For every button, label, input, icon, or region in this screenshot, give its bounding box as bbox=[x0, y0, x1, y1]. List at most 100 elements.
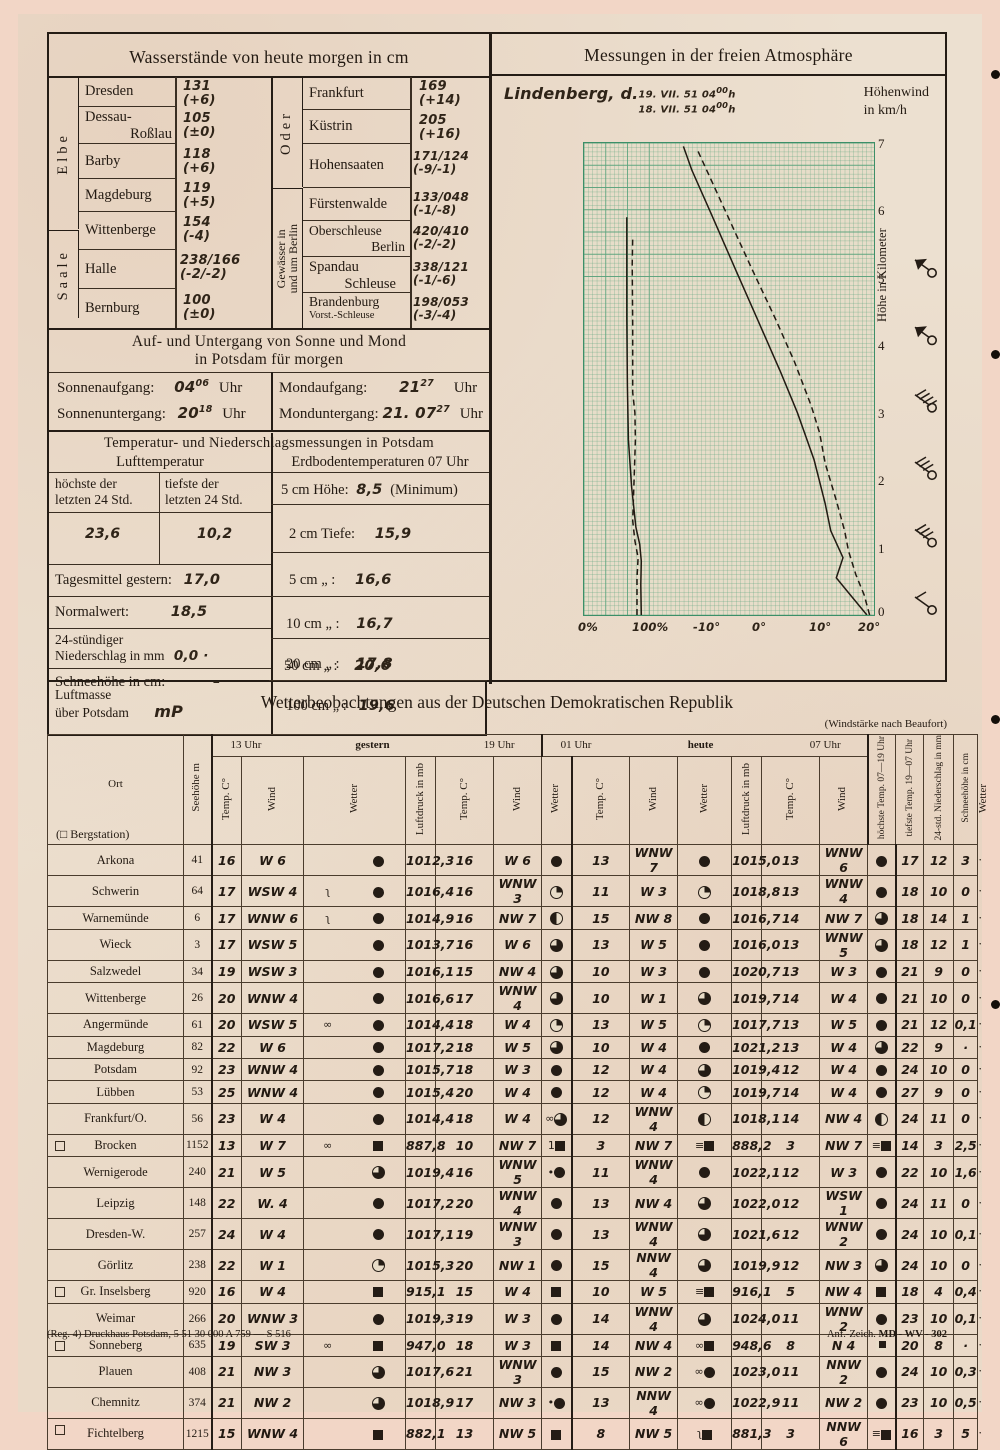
table-row[interactable]: Magdeburg 82 22 W 6 1017,2 18 W 5 10 W 4 1021,2 13… bbox=[47, 1035, 982, 1059]
rule bbox=[49, 76, 489, 78]
table-row[interactable]: Potsdam 92 23 WNW 4 1015,7 18 W 3 12 W 4 1019,4 12… bbox=[47, 1057, 982, 1082]
cell-seehoehe: 920 bbox=[183, 1280, 212, 1304]
cell-wetter-13 bbox=[351, 844, 406, 877]
water-row-name: Küstrin bbox=[303, 110, 411, 144]
cell-wind-07: W 4 bbox=[819, 982, 869, 1015]
cell-luftdruck-19: 915,1 bbox=[405, 1280, 446, 1304]
cell-wetter-19 bbox=[541, 906, 573, 930]
weather-symbol bbox=[881, 1429, 891, 1440]
cell-tmin: 10 bbox=[923, 1386, 955, 1419]
water-value-num: 118 bbox=[183, 147, 211, 162]
table-row[interactable]: Angermünde 61 20 WSW 5 ∞ 1014,4 18 W 4 13 W 5 1017… bbox=[47, 1013, 982, 1037]
th-temp07: Temp. C° bbox=[761, 756, 821, 846]
weather-symbol bbox=[550, 855, 562, 867]
col-rule bbox=[271, 680, 273, 736]
cell-wetter-07 bbox=[867, 1156, 897, 1189]
cell-luftdruck-19: 1015,4 bbox=[405, 1080, 454, 1104]
weather-symbol bbox=[875, 855, 887, 867]
cell-seehoehe: 3 bbox=[183, 928, 212, 961]
cell-luftdruck-19: 1017,6 bbox=[405, 1355, 454, 1388]
precip-symbol: ∞ bbox=[323, 1138, 333, 1152]
th-niederschlag: 24-std. Niederschlag in mm bbox=[923, 733, 955, 846]
cell-temp-13: 22 bbox=[210, 1249, 242, 1282]
cell-wetter-19 bbox=[541, 1187, 573, 1220]
cell-precip-13 bbox=[303, 982, 352, 1015]
table-row[interactable]: Warnemünde 6 17 WNW 6 ʅ 1014,9 16 NW 7 15 NW 8 101… bbox=[47, 906, 982, 930]
cell-wind-19: WNW 3 bbox=[492, 875, 543, 908]
cell-wind-19: NW 5 bbox=[492, 1417, 543, 1450]
table-row[interactable]: Wernigerode 240 21 W 5 1019,4 16 WNW 5 • 11 WNW 4… bbox=[47, 1156, 982, 1189]
cell-wetter-19 bbox=[541, 1302, 573, 1335]
y-tick: 6 bbox=[878, 203, 885, 218]
cell-wind-01: NW 4 bbox=[629, 1187, 679, 1220]
weather-symbol bbox=[371, 1259, 385, 1273]
soil-row: 5 cm Höhe: 8,5 (Minimum) bbox=[281, 482, 458, 499]
cell-niederschlag: 2,5 bbox=[953, 1133, 979, 1158]
unit-uhr: Uhr bbox=[218, 380, 243, 396]
y-tick: 3 bbox=[878, 406, 885, 421]
cell-seehoehe: 61 bbox=[183, 1013, 212, 1037]
table-row[interactable]: Dresden-W. 257 24 W 4 1017,1 19 WNW 3 13 WNW 4 10… bbox=[47, 1218, 982, 1251]
rule bbox=[271, 552, 489, 554]
cell-luftdruck-19: 1015,7 bbox=[405, 1057, 454, 1082]
cell-niederschlag: 0 bbox=[953, 1102, 979, 1135]
cell-wind-07: NNW 2 bbox=[819, 1355, 869, 1388]
cell-luftdruck-07: 1016,0 bbox=[731, 928, 780, 961]
cell-tmin: 3 bbox=[923, 1133, 955, 1158]
th-wetter-label: Wetter bbox=[347, 784, 360, 814]
cell-wind-13: W 4 bbox=[241, 1218, 304, 1251]
cell-tmin: 10 bbox=[923, 1355, 955, 1388]
table-row[interactable]: Salzwedel 34 19 WSW 3 1016,1 15 NW 4 10 W 3 1020,… bbox=[47, 959, 982, 984]
precip-label-l2: Niederschlag in mm bbox=[55, 647, 165, 663]
precip-symbol: ≡ bbox=[694, 1285, 705, 1299]
tmin-head-l2: letzten 24 Std. bbox=[165, 491, 243, 507]
table-row[interactable]: Schwerin 64 17 WSW 4 ʅ 1016,4 16 WNW 3 11 W 3 1018… bbox=[47, 875, 982, 908]
atmosphere-chart: Messungen in der freien Atmosphäre Linde… bbox=[490, 32, 947, 682]
table-row[interactable]: Wieck 3 17 WSW 5 1013,7 16 W 6 13 W 5 1016,0 13 WNW… bbox=[47, 928, 982, 961]
bergstation-checkbox bbox=[55, 1140, 65, 1151]
cell-temp-19: 16 bbox=[435, 1156, 494, 1189]
cell-luftdruck-19: 1018,9 bbox=[405, 1386, 454, 1419]
cell-niederschlag: 1,6 bbox=[953, 1156, 979, 1189]
water-value: 171/124 (-9/-1) bbox=[413, 150, 469, 175]
station-date-1-sup: 00 bbox=[716, 85, 729, 95]
table-row[interactable]: Brocken 1152 13 W 7 ∞ 887,8 10 NW 7 1 3 NW 7 ≡ 888,2… bbox=[47, 1133, 982, 1158]
weather-symbol bbox=[372, 1064, 384, 1076]
table-row[interactable]: Chemnitz 374 21 NW 2 1018,9 17 NW 3 • 13 NNW 4 ∞ 10… bbox=[47, 1386, 982, 1419]
table-row[interactable]: Arkona 41 16 W 6 1012,3 16 W 6 13 WNW 7 1015,0 13 W… bbox=[47, 844, 982, 877]
weather-symbol bbox=[699, 1167, 711, 1179]
table-row[interactable]: Gr. Inselsberg 920 16 W 4 915,1 15 W 4 10 W 5 ≡ 91… bbox=[47, 1280, 982, 1304]
cell-precip-13 bbox=[303, 1302, 352, 1335]
cell-wetter-19 bbox=[541, 1249, 573, 1282]
cell-luftdruck-07: 916,1 bbox=[731, 1280, 772, 1304]
cell-ort: Brocken bbox=[47, 1133, 184, 1158]
cell-seehoehe: 238 bbox=[183, 1249, 212, 1282]
table-row[interactable]: Sonneberg 635 19 SW 3 ∞ 947,0 18 W 3 14 NW 4 ∞ 948,… bbox=[47, 1333, 982, 1357]
cell-wind-01: NW 2 bbox=[629, 1355, 679, 1388]
y-tick: 2 bbox=[878, 473, 885, 488]
table-row[interactable]: Plauen 408 21 NW 3 1017,6 21 WNW 3 15 NW 2 ∞ 1023,… bbox=[47, 1355, 982, 1388]
table-row[interactable]: Leipzig 148 22 W. 4 1017,2 20 WNW 4 13 NW 4 1022,… bbox=[47, 1187, 982, 1220]
cell-temp-13: 20 bbox=[210, 1302, 242, 1335]
water-row-name: Oberschleuse Berlin bbox=[303, 221, 411, 257]
cell-ort: Fichtelberg bbox=[47, 1417, 184, 1450]
header-row-1: Ort Seehöhe m 13 Uhr gestern 19 Uhr 01 U… bbox=[47, 733, 979, 846]
cell-wind-07: W 4 bbox=[819, 1080, 869, 1104]
cell-wetter-07 bbox=[867, 1355, 897, 1388]
water-value: 119 (+5) bbox=[183, 182, 216, 209]
weather-symbol bbox=[372, 913, 384, 925]
cell-tmin: 10 bbox=[923, 1057, 955, 1082]
cell-niederschlag: 0 bbox=[953, 1187, 979, 1220]
soil-label: 50 cm „ : bbox=[284, 658, 338, 674]
footer-right: Anf.-Zeich. MD - WV - 302 bbox=[827, 1329, 947, 1340]
water-row-name-l1: Dessau- bbox=[85, 109, 132, 125]
table-row[interactable]: Lübben 53 25 WNW 4 1015,4 20 W 4 12 W 4 1019,7 14 W… bbox=[47, 1080, 982, 1104]
table-row[interactable]: Frankfurt/O. 56 23 W 4 1014,4 18 W 4 ∞ 12 WNW 4 10… bbox=[47, 1102, 982, 1135]
cell-luftdruck-19: 947,0 bbox=[405, 1333, 446, 1357]
cell-wetter-01 bbox=[677, 1187, 733, 1220]
x-tick: 0% bbox=[578, 620, 598, 634]
table-row[interactable]: Görlitz 238 22 W 1 1015,3 20 NW 1 15 NNW 4 1019,9… bbox=[47, 1249, 982, 1282]
table-row[interactable]: Wittenberge 26 20 WNW 4 1016,6 17 WNW 4 10 W 1 10… bbox=[47, 982, 982, 1015]
cell-wind-01: WNW 7 bbox=[629, 844, 679, 877]
